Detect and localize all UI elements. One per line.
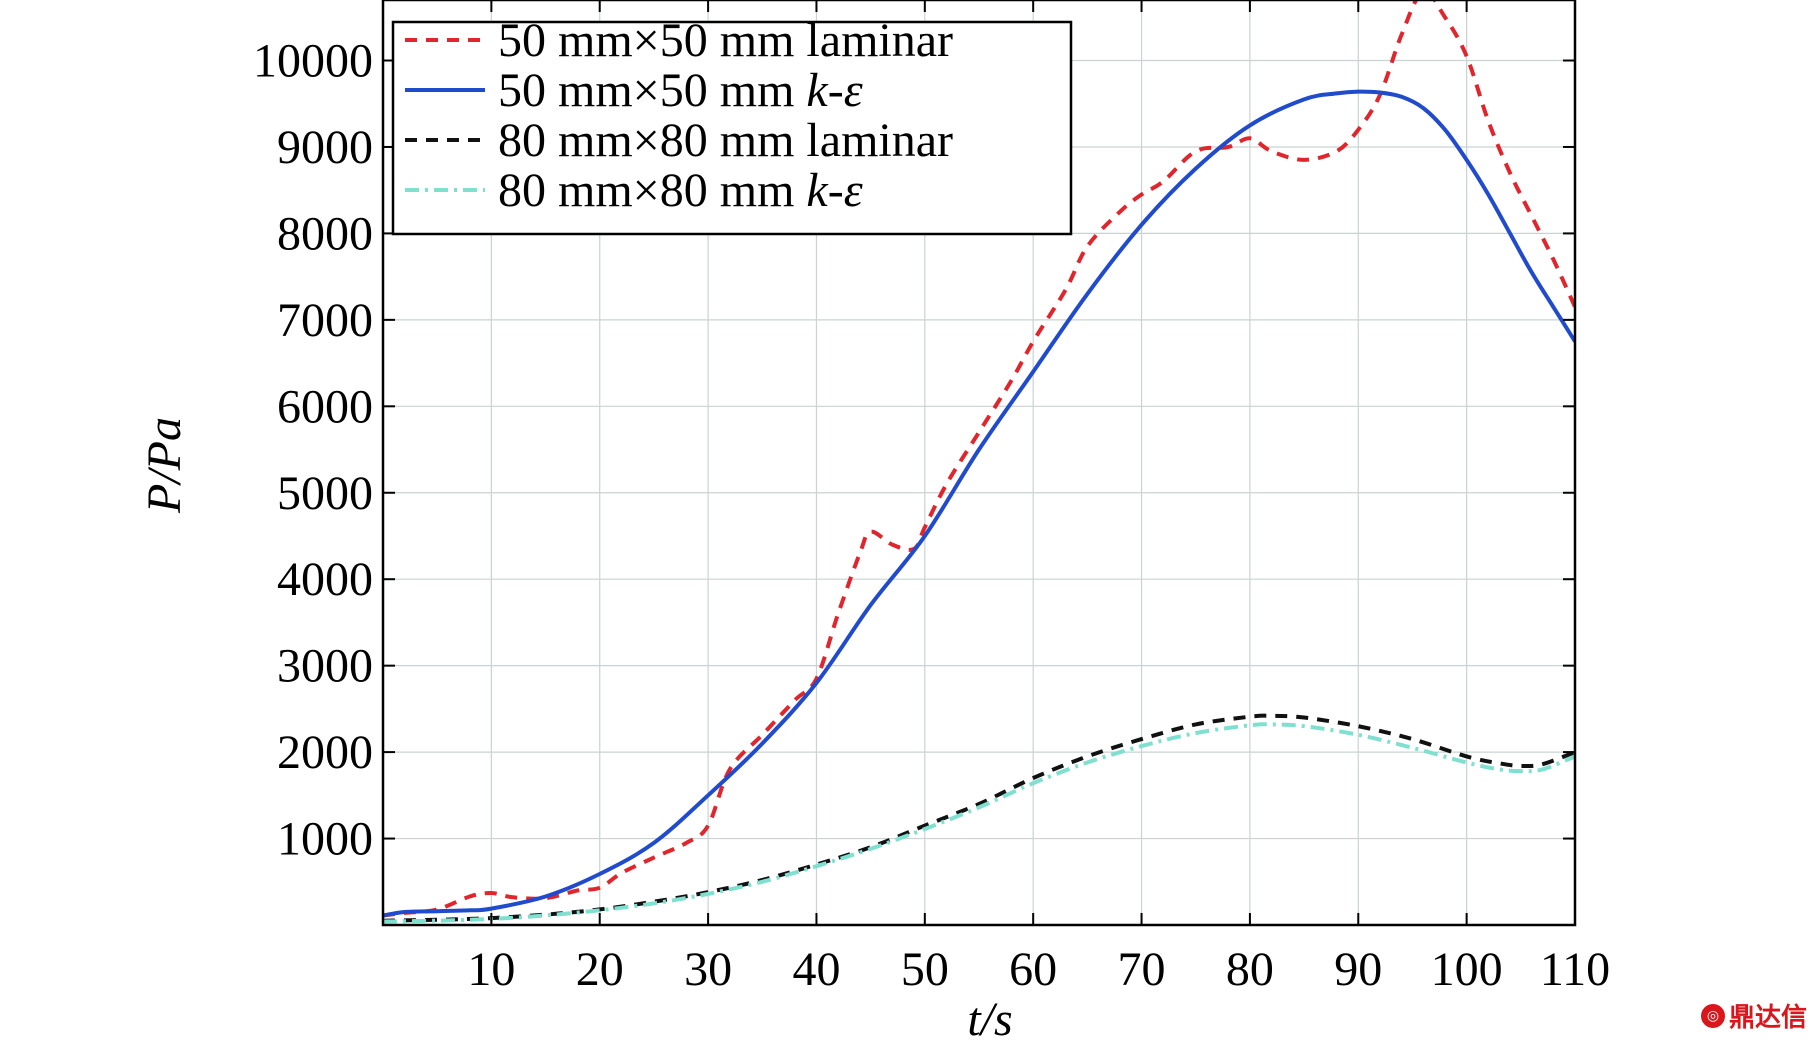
- legend-label-4: 80 mm×80 mm k-ε: [498, 164, 863, 217]
- legend-box: [391, 20, 1073, 236]
- x-tick-label: 80: [1226, 943, 1274, 996]
- legend-label-model: laminar: [806, 14, 953, 67]
- x-tick-label: 100: [1431, 943, 1503, 996]
- x-tick-label: 60: [1009, 943, 1057, 996]
- legend-label-prefix: 50 mm×50 mm: [498, 14, 806, 67]
- y-axis-ticks: 1000 2000 3000 4000 5000 6000 7000 8000 9000 1000…: [253, 35, 1575, 866]
- x-tick-label: 30: [684, 943, 732, 996]
- y-tick-label: 5000: [277, 467, 373, 520]
- x-tick-label: 70: [1118, 943, 1166, 996]
- legend-label-prefix: 80 mm×80 mm: [498, 114, 806, 167]
- series-layer: [383, 0, 1575, 924]
- legend-label-model: k-ε: [806, 64, 862, 117]
- y-tick-label: 7000: [277, 294, 373, 347]
- legend-label-2: 50 mm×50 mm k-ε: [498, 64, 863, 117]
- series-line-1: [383, 0, 1575, 918]
- series-line-3: [383, 713, 1575, 923]
- x-axis-label: t/s: [967, 993, 1012, 1040]
- legend-label-3: 80 mm×80 mm laminar: [498, 114, 953, 167]
- x-tick-label: 40: [792, 943, 840, 996]
- x-tick-label: 50: [901, 943, 949, 996]
- x-tick-label: 10: [467, 943, 515, 996]
- watermark: ◎ 鼎达信: [1700, 997, 1807, 1034]
- logo-icon: ◎: [1700, 1003, 1725, 1028]
- legend-label-model: laminar: [806, 114, 953, 167]
- y-tick-label: 2000: [277, 726, 373, 779]
- y-tick-label: 3000: [277, 640, 373, 693]
- x-tick-label: 110: [1540, 943, 1610, 996]
- y-tick-label: 6000: [277, 380, 373, 433]
- series-line-2: [383, 89, 1575, 918]
- legend-label-prefix: 80 mm×80 mm: [498, 164, 806, 217]
- x-tick-label: 20: [576, 943, 624, 996]
- series-line-4: [383, 722, 1575, 924]
- legend-label-model: k-ε: [806, 164, 862, 217]
- y-tick-label: 9000: [277, 121, 373, 174]
- plot-frame: [381, 0, 1577, 927]
- y-tick-label: 1000: [277, 813, 373, 866]
- watermark-text: 鼎达信: [1728, 1003, 1807, 1033]
- legend-label-1: 50 mm×50 mm laminar: [498, 14, 953, 67]
- y-axis-label: P/Pa: [138, 417, 191, 514]
- legend-label-prefix: 50 mm×50 mm: [498, 64, 806, 117]
- y-tick-label: 8000: [277, 207, 373, 260]
- x-tick-label: 90: [1334, 943, 1382, 996]
- x-axis-ticks: 10 20 30 40 50 60 70 80 90 100 110: [467, 0, 1610, 996]
- y-tick-label: 4000: [277, 553, 373, 606]
- y-tick-label: 10000: [253, 35, 373, 88]
